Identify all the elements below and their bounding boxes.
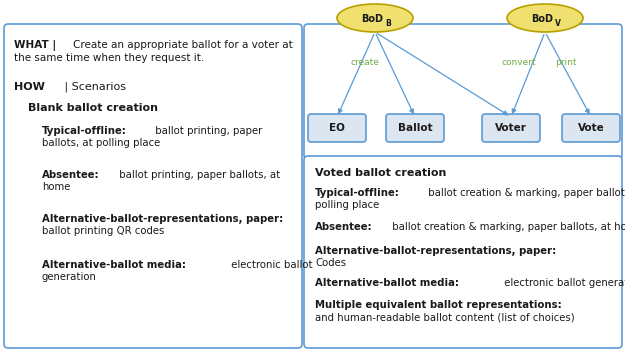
Text: HOW: HOW	[14, 82, 45, 92]
Text: Multiple equivalent ballot representations:: Multiple equivalent ballot representatio…	[315, 300, 562, 310]
FancyBboxPatch shape	[562, 114, 620, 142]
Text: Ballot: Ballot	[398, 123, 432, 133]
FancyBboxPatch shape	[308, 114, 366, 142]
Text: BoD: BoD	[531, 14, 553, 24]
Text: the same time when they request it.: the same time when they request it.	[14, 53, 204, 63]
Text: Vote: Vote	[578, 123, 604, 133]
Text: electronic ballot generation: electronic ballot generation	[501, 278, 625, 288]
Text: | Scenarios: | Scenarios	[54, 82, 126, 93]
Text: EO: EO	[329, 123, 345, 133]
Text: Blank ballot creation: Blank ballot creation	[28, 103, 158, 113]
FancyBboxPatch shape	[304, 24, 622, 159]
Text: Voted ballot creation: Voted ballot creation	[315, 168, 446, 178]
Text: WHAT |: WHAT |	[14, 40, 60, 51]
Text: V: V	[555, 19, 561, 27]
Ellipse shape	[337, 4, 413, 32]
Text: Alternative-ballot-representations, paper:: Alternative-ballot-representations, pape…	[42, 214, 283, 224]
Text: Create an appropriate ballot for a voter at: Create an appropriate ballot for a voter…	[73, 40, 293, 50]
Text: BoD: BoD	[361, 14, 383, 24]
Text: ballot printing, paper ballots, at: ballot printing, paper ballots, at	[116, 170, 281, 180]
FancyBboxPatch shape	[4, 24, 302, 348]
Text: ballot printing, paper: ballot printing, paper	[151, 126, 262, 136]
Text: Alternative-ballot media:: Alternative-ballot media:	[42, 260, 186, 270]
Text: home: home	[42, 182, 71, 193]
Text: Alternative-ballot media:: Alternative-ballot media:	[315, 278, 459, 288]
Text: and human-readable ballot content (list of choices): and human-readable ballot content (list …	[315, 313, 575, 322]
Ellipse shape	[507, 4, 583, 32]
Text: create: create	[351, 58, 379, 67]
Text: convert: convert	[502, 58, 536, 67]
FancyBboxPatch shape	[482, 114, 540, 142]
FancyBboxPatch shape	[386, 114, 444, 142]
Text: B: B	[385, 19, 391, 27]
Text: ballots, at polling place: ballots, at polling place	[42, 138, 160, 149]
FancyBboxPatch shape	[304, 156, 622, 348]
Text: generation: generation	[42, 272, 97, 282]
Text: print: print	[555, 58, 577, 67]
Text: Absentee:: Absentee:	[42, 170, 99, 180]
Text: ballot printing QR codes: ballot printing QR codes	[42, 226, 164, 237]
Text: electronic ballot: electronic ballot	[228, 260, 312, 270]
Text: Typical-offline:: Typical-offline:	[315, 188, 400, 198]
Text: Alternative-ballot-representations, paper:: Alternative-ballot-representations, pape…	[315, 246, 556, 256]
Text: ballot creation & marking, paper ballots, at: ballot creation & marking, paper ballots…	[424, 188, 625, 198]
Text: Absentee:: Absentee:	[315, 222, 372, 232]
Text: polling place: polling place	[315, 200, 379, 210]
Text: Typical-offline:: Typical-offline:	[42, 126, 127, 136]
Text: Codes: Codes	[315, 258, 346, 269]
Text: Voter: Voter	[495, 123, 527, 133]
Text: ballot creation & marking, paper ballots, at home: ballot creation & marking, paper ballots…	[389, 222, 625, 232]
